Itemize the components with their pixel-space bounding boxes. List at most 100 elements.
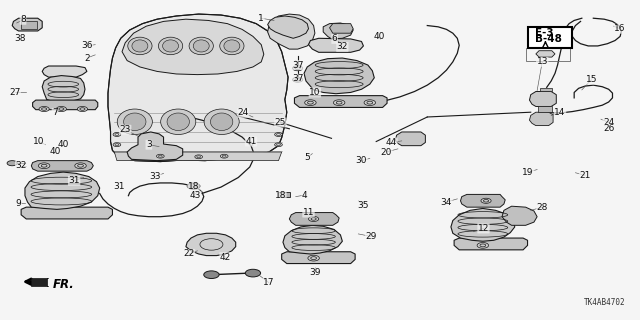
Text: 8: 8: [20, 15, 26, 24]
Text: 13: 13: [536, 57, 548, 66]
Polygon shape: [12, 18, 42, 31]
Bar: [540, 88, 552, 92]
Text: TK4AB4702: TK4AB4702: [584, 298, 625, 307]
Polygon shape: [289, 212, 339, 225]
Text: 35: 35: [358, 201, 369, 210]
Circle shape: [308, 255, 319, 261]
Circle shape: [7, 161, 17, 166]
Text: 19: 19: [522, 168, 534, 177]
Polygon shape: [122, 19, 264, 75]
Bar: [278, 192, 290, 197]
Polygon shape: [454, 238, 527, 250]
Circle shape: [245, 269, 260, 277]
Ellipse shape: [193, 40, 209, 52]
Ellipse shape: [128, 37, 152, 55]
Polygon shape: [502, 206, 537, 225]
Circle shape: [292, 77, 303, 82]
Text: 27: 27: [9, 88, 20, 97]
Text: 40: 40: [58, 140, 69, 149]
Text: 40: 40: [49, 147, 61, 156]
Polygon shape: [31, 161, 93, 171]
Text: FR.: FR.: [53, 278, 75, 291]
Text: 10: 10: [33, 137, 45, 146]
Text: 30: 30: [356, 156, 367, 165]
Text: 31: 31: [114, 182, 125, 191]
Polygon shape: [529, 92, 556, 107]
Text: 37: 37: [292, 74, 303, 83]
Circle shape: [38, 163, 50, 169]
Polygon shape: [536, 51, 555, 57]
Text: 40: 40: [373, 32, 385, 41]
Circle shape: [39, 107, 49, 112]
Circle shape: [157, 154, 164, 158]
Text: 38: 38: [14, 34, 26, 43]
Circle shape: [333, 100, 345, 106]
Text: 22: 22: [184, 250, 195, 259]
Circle shape: [220, 154, 228, 158]
Circle shape: [204, 271, 219, 278]
Polygon shape: [31, 278, 48, 285]
Text: 21: 21: [579, 171, 591, 180]
Ellipse shape: [161, 109, 196, 134]
Ellipse shape: [220, 37, 244, 55]
Ellipse shape: [163, 40, 179, 52]
Text: 12: 12: [478, 224, 489, 233]
Ellipse shape: [117, 109, 152, 134]
Text: 1: 1: [259, 14, 264, 23]
Circle shape: [187, 183, 200, 189]
Polygon shape: [529, 112, 553, 125]
Ellipse shape: [124, 113, 146, 131]
Ellipse shape: [204, 109, 239, 134]
Polygon shape: [268, 14, 315, 49]
Text: 43: 43: [190, 191, 201, 200]
Polygon shape: [42, 66, 87, 77]
Text: 32: 32: [337, 42, 348, 52]
Ellipse shape: [167, 113, 189, 131]
Text: 6: 6: [332, 35, 337, 44]
Text: 42: 42: [220, 253, 231, 262]
Circle shape: [113, 132, 121, 136]
Text: 34: 34: [441, 197, 452, 206]
Text: 3: 3: [146, 140, 152, 149]
Polygon shape: [283, 225, 342, 254]
Circle shape: [292, 66, 303, 71]
Text: 2: 2: [84, 53, 90, 62]
Text: 24: 24: [237, 108, 249, 117]
Polygon shape: [21, 207, 113, 219]
Polygon shape: [186, 233, 236, 256]
Circle shape: [305, 100, 316, 106]
Polygon shape: [304, 58, 374, 94]
Circle shape: [275, 143, 282, 147]
Polygon shape: [108, 14, 288, 162]
Polygon shape: [396, 132, 426, 146]
Polygon shape: [115, 152, 282, 161]
Text: 11: 11: [303, 208, 314, 217]
Polygon shape: [294, 96, 387, 108]
Text: 23: 23: [120, 125, 131, 134]
Polygon shape: [268, 16, 308, 38]
Polygon shape: [42, 76, 85, 102]
Text: 25: 25: [275, 118, 286, 127]
Text: 37: 37: [292, 60, 303, 69]
Text: 5: 5: [305, 153, 310, 162]
Circle shape: [113, 143, 121, 147]
Text: 31: 31: [68, 176, 80, 185]
Text: 4: 4: [302, 190, 307, 200]
Ellipse shape: [211, 113, 233, 131]
Text: 17: 17: [263, 278, 275, 287]
Text: 10: 10: [309, 88, 321, 97]
Text: 32: 32: [15, 161, 27, 170]
Polygon shape: [323, 23, 353, 39]
Text: 7: 7: [52, 108, 58, 117]
Polygon shape: [451, 208, 515, 241]
Ellipse shape: [159, 37, 182, 55]
Circle shape: [56, 107, 67, 112]
Polygon shape: [330, 24, 353, 33]
Polygon shape: [25, 172, 100, 209]
Text: 18: 18: [275, 191, 286, 200]
Polygon shape: [33, 100, 98, 110]
Text: 15: 15: [586, 75, 597, 84]
Text: 33: 33: [150, 172, 161, 181]
Circle shape: [477, 243, 488, 248]
Text: 24: 24: [603, 118, 614, 127]
